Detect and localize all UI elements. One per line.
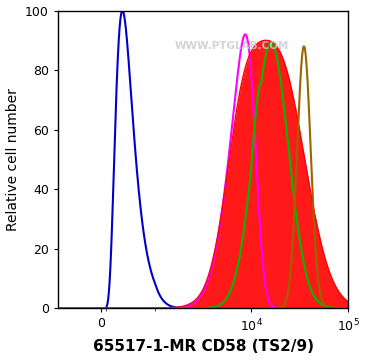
Text: WWW.PTGLAB.COM: WWW.PTGLAB.COM (175, 41, 289, 51)
Y-axis label: Relative cell number: Relative cell number (5, 88, 20, 231)
X-axis label: 65517-1-MR CD58 (TS2/9): 65517-1-MR CD58 (TS2/9) (92, 339, 314, 355)
